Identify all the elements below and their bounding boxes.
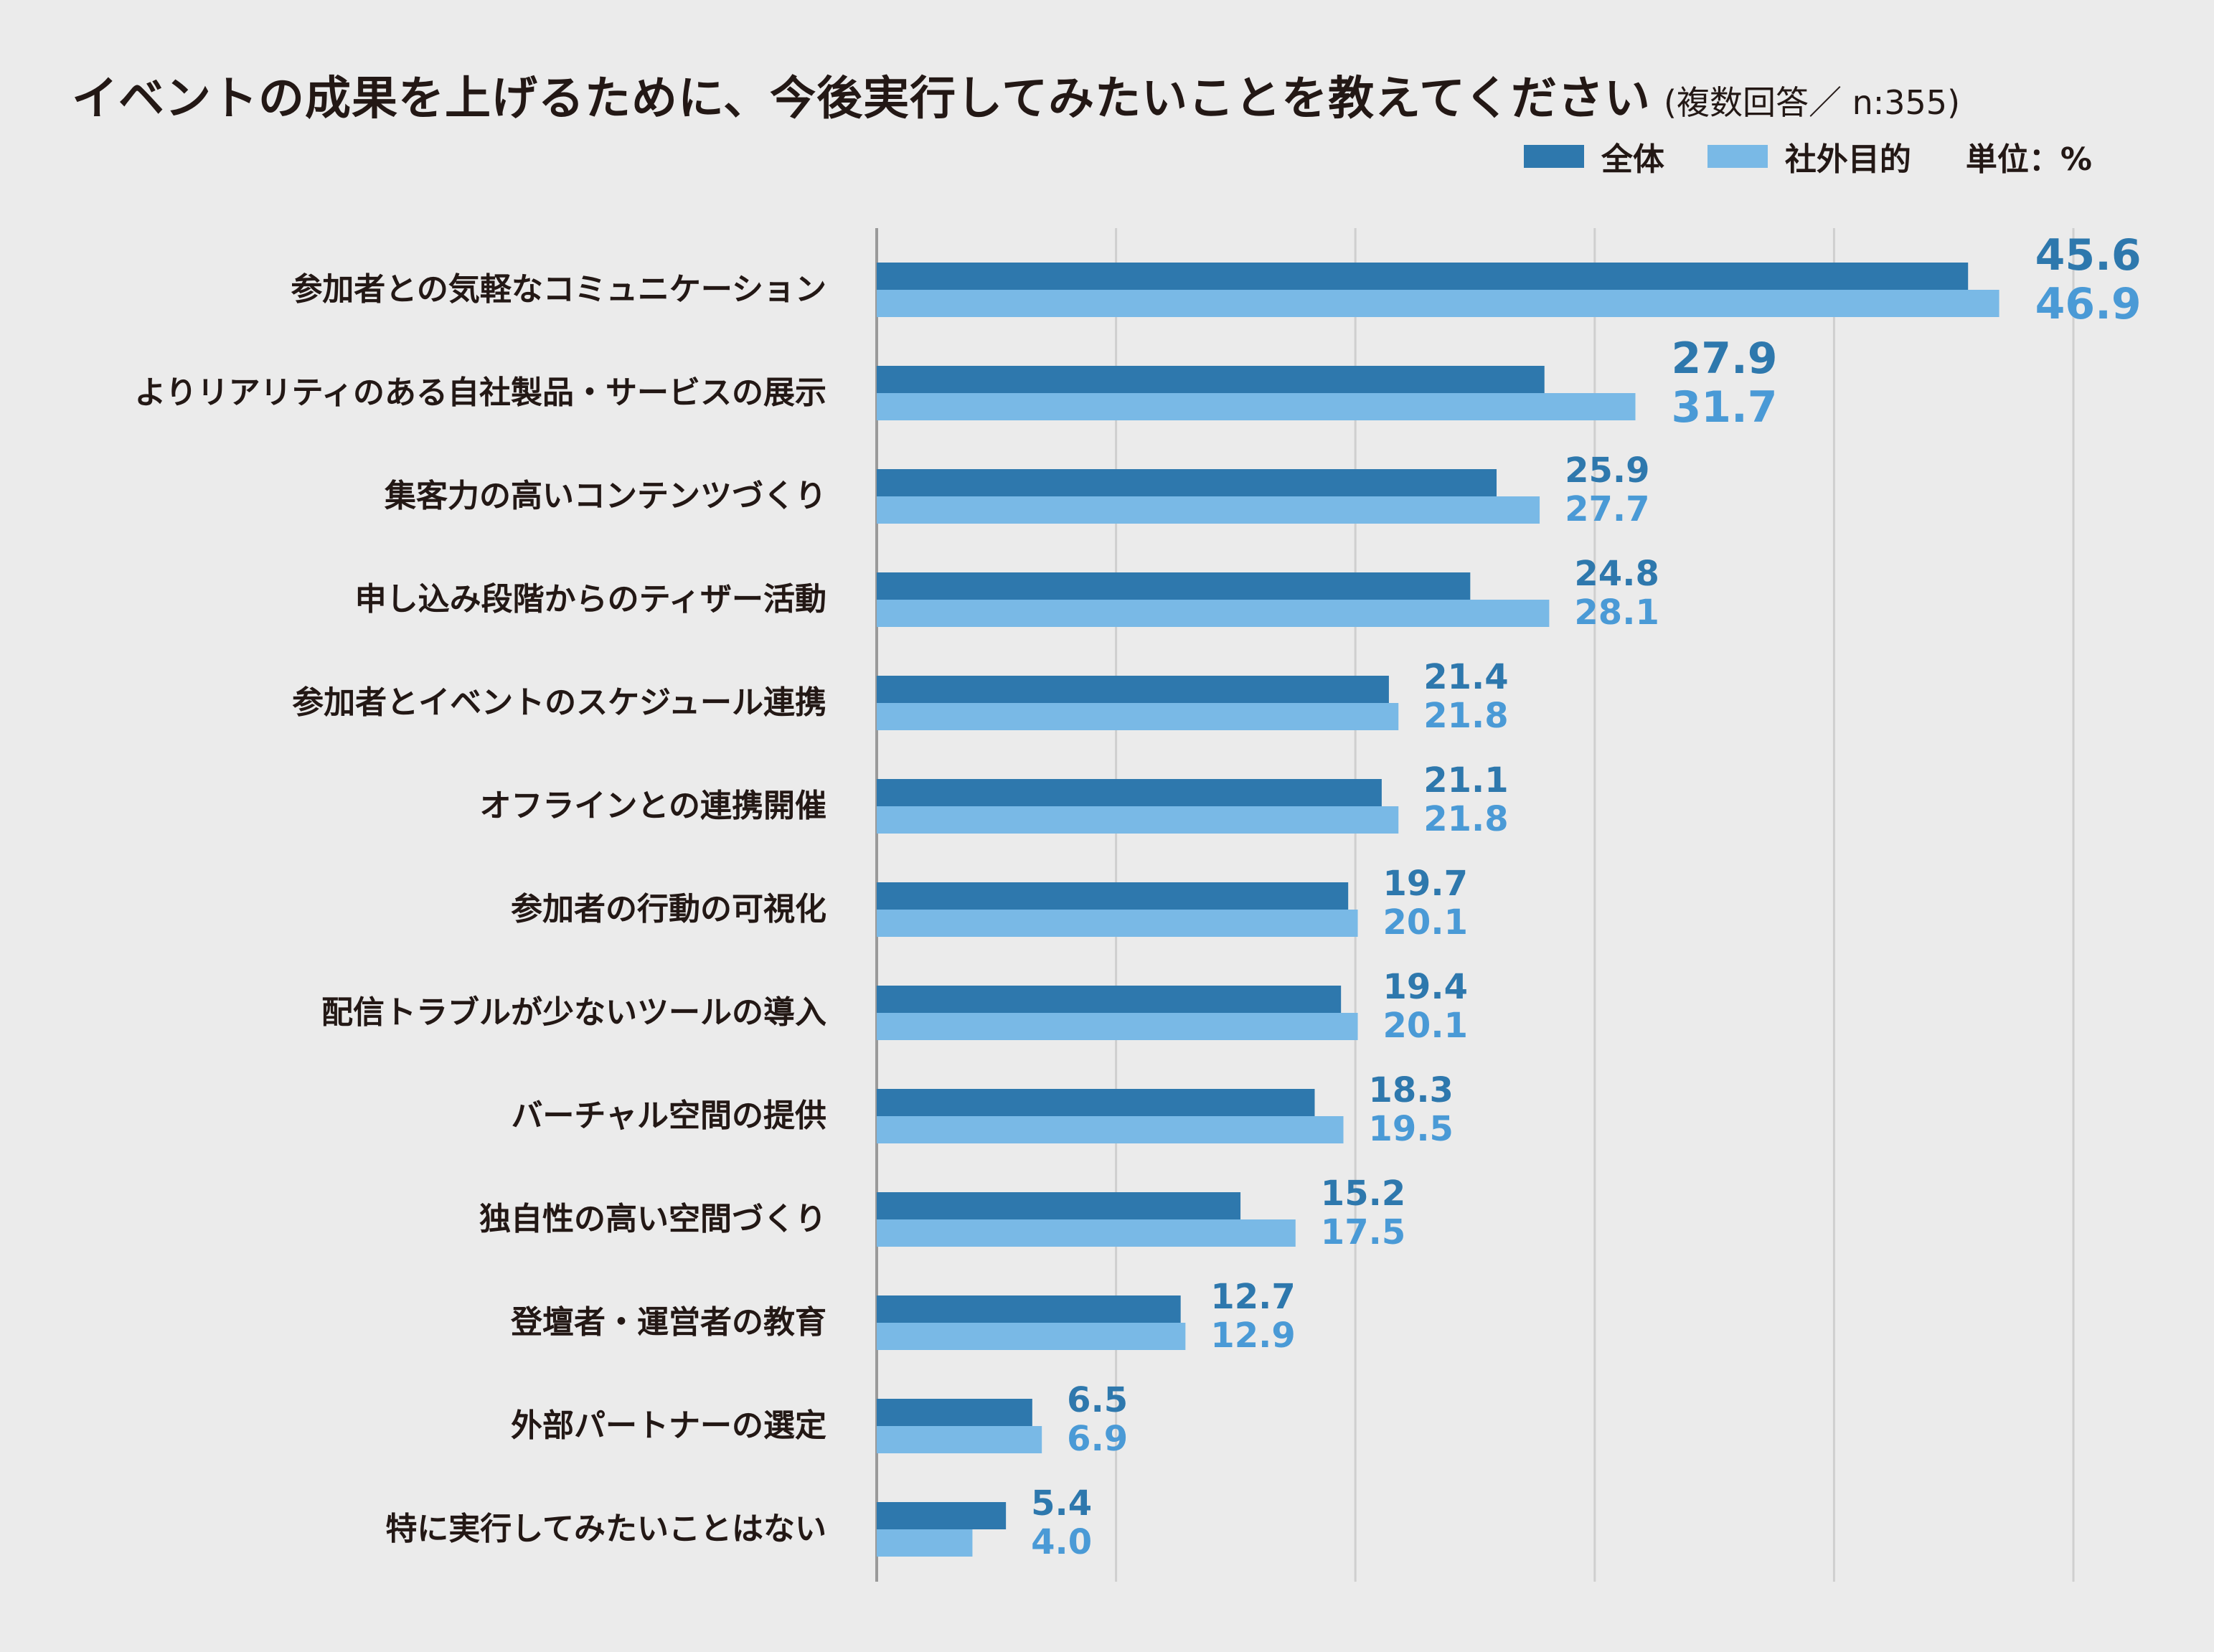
chart-subtitle: (複数回答／ n:355) (1664, 83, 1961, 122)
value-label-overall: 19.7 (1383, 864, 1468, 904)
value-label-overall: 6.5 (1067, 1380, 1128, 1420)
bar-overall (877, 366, 1545, 393)
category-label: 登壇者・運営者の教育 (510, 1304, 826, 1341)
bar-overall (877, 1502, 1007, 1529)
value-label-external: 21.8 (1423, 799, 1508, 839)
category-label: オフラインとの連携開催 (479, 788, 826, 824)
bar-overall (877, 986, 1342, 1013)
value-label-external: 20.1 (1383, 902, 1468, 943)
bar-overall (877, 469, 1497, 496)
bar-overall (877, 1399, 1032, 1426)
value-label-overall: 27.9 (1672, 334, 1778, 384)
bar-external (877, 600, 1550, 627)
value-label-overall: 25.9 (1565, 450, 1649, 491)
category-label: 特に実行してみたいことはない (385, 1511, 826, 1547)
chart-title: イベントの成果を上げるために、今後実行してみたいことを教えてください (72, 72, 1652, 126)
bar-external (877, 1013, 1358, 1040)
bar-overall (877, 572, 1471, 600)
bar-external (877, 910, 1358, 937)
category-label: 独自性の高い空間づくり (479, 1201, 826, 1237)
value-label-overall: 19.4 (1383, 967, 1468, 1007)
category-label: 集客力の高いコンテンツづくり (384, 478, 826, 514)
value-label-external: 17.5 (1321, 1212, 1405, 1252)
category-label: よりリアリティのある自社製品・サービスの展示 (135, 374, 826, 411)
bar-external (877, 703, 1399, 730)
category-label: 参加者との気軽なコミュニケーション (291, 271, 826, 308)
bar-external (877, 496, 1540, 524)
value-label-external: 21.8 (1423, 696, 1508, 736)
value-label-overall: 12.7 (1210, 1277, 1295, 1317)
bar-overall (877, 1295, 1181, 1323)
unit-label: 単位：% (1965, 141, 2092, 178)
value-label-overall: 5.4 (1031, 1483, 1092, 1524)
legend-swatch-external (1707, 145, 1768, 168)
category-label: 参加者とイベントのスケジュール連携 (292, 684, 826, 721)
bar-overall (877, 1192, 1241, 1219)
value-label-external: 19.5 (1369, 1109, 1454, 1149)
legend-label-external: 社外目的 (1784, 141, 1911, 178)
value-label-overall: 15.2 (1321, 1174, 1405, 1214)
bar-external (877, 393, 1636, 420)
category-label: 申し込み段階からのティザー活動 (355, 581, 826, 618)
bar-overall (877, 1089, 1315, 1116)
value-label-overall: 21.1 (1423, 760, 1508, 801)
category-label: 配信トラブルが少ないツールの導入 (321, 994, 826, 1031)
chart-title-block: イベントの成果を上げるために、今後実行してみたいことを教えてください (複数回答／… (72, 62, 1960, 128)
legend-swatch-overall (1523, 145, 1584, 168)
value-label-overall: 24.8 (1574, 554, 1659, 594)
bar-overall (877, 779, 1382, 806)
bar-external (877, 290, 1999, 317)
bar-overall (877, 263, 1969, 290)
bar-overall (877, 882, 1349, 910)
value-label-external: 28.1 (1574, 593, 1659, 633)
value-label-external: 12.9 (1210, 1316, 1295, 1356)
bar-external (877, 1219, 1296, 1247)
value-label-external: 46.9 (2035, 279, 2142, 329)
bar-external (877, 1116, 1344, 1143)
value-label-overall: 21.4 (1423, 657, 1508, 697)
value-label-overall: 18.3 (1369, 1070, 1454, 1110)
category-label: 外部パートナーの選定 (511, 1407, 826, 1444)
value-label-external: 4.0 (1031, 1522, 1092, 1562)
category-label: 参加者の行動の可視化 (511, 891, 826, 928)
bar-external (877, 1529, 973, 1557)
value-label-external: 20.1 (1383, 1006, 1468, 1046)
legend: 全体 社外目的 単位：% (1523, 133, 2092, 179)
bar-external (877, 806, 1399, 834)
category-label: バーチャル空間の提供 (511, 1098, 826, 1134)
legend-item-external: 社外目的 (1707, 133, 1911, 179)
legend-item-overall: 全体 (1523, 133, 1664, 179)
value-label-external: 27.7 (1565, 489, 1649, 529)
bar-external (877, 1426, 1042, 1453)
value-label-overall: 45.6 (2035, 230, 2142, 280)
bar-overall (877, 676, 1389, 703)
value-label-external: 31.7 (1672, 382, 1778, 433)
bar-external (877, 1323, 1186, 1350)
legend-label-overall: 全体 (1601, 141, 1664, 178)
value-label-external: 6.9 (1067, 1419, 1128, 1459)
